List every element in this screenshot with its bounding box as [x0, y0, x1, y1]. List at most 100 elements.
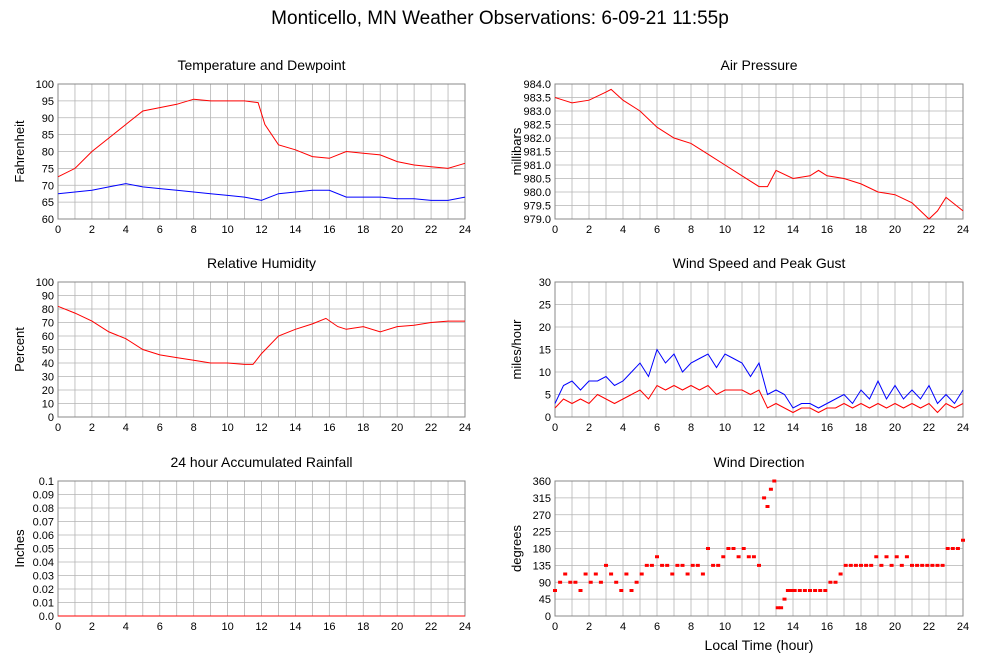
- y-tick-label: 984.0: [523, 79, 551, 91]
- data-point: [568, 580, 573, 584]
- plot-frame: [554, 480, 964, 617]
- y-tick-label: 0: [545, 412, 551, 424]
- x-tick-label: 22: [923, 621, 935, 633]
- x-tick-label: 10: [719, 422, 731, 434]
- x-tick-label: 6: [157, 422, 163, 434]
- data-point: [751, 555, 756, 559]
- y-tick-label: 70: [42, 318, 54, 330]
- data-point: [609, 572, 614, 576]
- x-tick-label: 2: [89, 422, 95, 434]
- y-tick-label: 90: [42, 291, 54, 303]
- data-point: [818, 589, 823, 592]
- x-tick-label: 18: [357, 621, 369, 633]
- y-tick-label: 315: [533, 493, 551, 505]
- data-point: [779, 606, 784, 610]
- chart-title: Wind Speed and Peak Gust: [673, 255, 846, 271]
- data-point: [930, 563, 935, 567]
- data-point: [757, 563, 761, 567]
- x-tick-label: 0: [55, 422, 61, 434]
- y-tick-label: 80: [42, 147, 54, 159]
- data-point: [955, 547, 960, 550]
- data-point: [853, 563, 858, 567]
- y-axis-label: millibars: [509, 127, 524, 175]
- x-tick-label: 22: [923, 422, 935, 434]
- y-tick-label: 20: [42, 385, 54, 397]
- y-tick-label: 360: [533, 476, 551, 488]
- y-tick-label: 25: [539, 300, 551, 312]
- x-tick-label: 4: [620, 422, 626, 434]
- x-tick-label: 2: [586, 621, 592, 633]
- data-point: [894, 555, 899, 559]
- chart-title: 24 hour Accumulated Rainfall: [170, 454, 352, 470]
- data-point: [741, 547, 746, 550]
- y-tick-label: 90: [42, 113, 54, 125]
- x-tick-label: 22: [425, 224, 437, 236]
- x-tick-label: 24: [957, 422, 969, 434]
- data-point: [619, 589, 624, 592]
- x-tick-label: 6: [654, 224, 660, 236]
- data-point: [768, 487, 773, 491]
- data-point: [899, 563, 904, 567]
- data-point: [920, 563, 925, 567]
- x-tick-label: 8: [688, 224, 694, 236]
- data-point: [726, 547, 731, 550]
- data-point: [785, 589, 790, 592]
- x-tick-label: 14: [289, 224, 301, 236]
- plot-frame: [57, 281, 466, 418]
- y-tick-label: 0.07: [33, 517, 54, 529]
- data-point: [879, 563, 884, 567]
- x-tick-label: 4: [620, 224, 626, 236]
- data-point: [736, 555, 741, 559]
- data-point: [695, 563, 700, 567]
- x-tick-label: 16: [821, 621, 833, 633]
- data-point: [675, 563, 680, 567]
- y-tick-label: 0.05: [33, 544, 54, 556]
- data-point: [604, 563, 608, 567]
- x-tick-label: 2: [89, 621, 95, 633]
- data-point: [670, 572, 675, 576]
- y-axis-label: degrees: [509, 525, 524, 572]
- x-tick-label: 8: [688, 422, 694, 434]
- data-point: [772, 479, 777, 483]
- data-point: [843, 563, 848, 567]
- data-point: [802, 589, 807, 592]
- x-tick-label: 14: [289, 422, 301, 434]
- data-point: [655, 555, 659, 559]
- y-tick-label: 15: [539, 345, 551, 357]
- y-tick-label: 60: [42, 331, 54, 343]
- x-tick-label: 20: [391, 224, 403, 236]
- page-title: Monticello, MN Weather Observations: 6-0…: [271, 8, 729, 29]
- data-point: [910, 563, 914, 567]
- x-tick-label: 22: [923, 224, 935, 236]
- y-tick-label: 981.5: [523, 147, 551, 159]
- x-tick-label: 4: [620, 621, 626, 633]
- data-point: [685, 572, 690, 576]
- y-tick-label: 982.5: [523, 120, 551, 132]
- x-tick-label: 12: [255, 621, 267, 633]
- x-axis-label: Local Time (hour): [705, 637, 814, 653]
- x-tick-label: 20: [889, 422, 901, 434]
- x-tick-label: 8: [688, 621, 694, 633]
- y-tick-label: 135: [533, 560, 551, 572]
- y-tick-label: 225: [533, 527, 551, 539]
- data-point: [915, 563, 920, 567]
- data-point: [563, 572, 568, 576]
- plot-frame: [554, 281, 964, 418]
- x-tick-label: 8: [191, 422, 197, 434]
- x-tick-label: 10: [221, 224, 233, 236]
- x-tick-label: 6: [157, 224, 163, 236]
- x-tick-label: 4: [123, 422, 129, 434]
- data-point: [711, 563, 716, 567]
- x-tick-label: 22: [425, 422, 437, 434]
- chart-title: Temperature and Dewpoint: [177, 57, 345, 73]
- y-tick-label: 40: [42, 358, 54, 370]
- y-tick-label: 0.08: [33, 503, 54, 515]
- y-tick-label: 50: [42, 345, 54, 357]
- y-tick-label: 270: [533, 510, 551, 522]
- x-tick-label: 6: [157, 621, 163, 633]
- y-axis-label: Percent: [12, 327, 27, 372]
- y-tick-label: 983.5: [523, 93, 551, 105]
